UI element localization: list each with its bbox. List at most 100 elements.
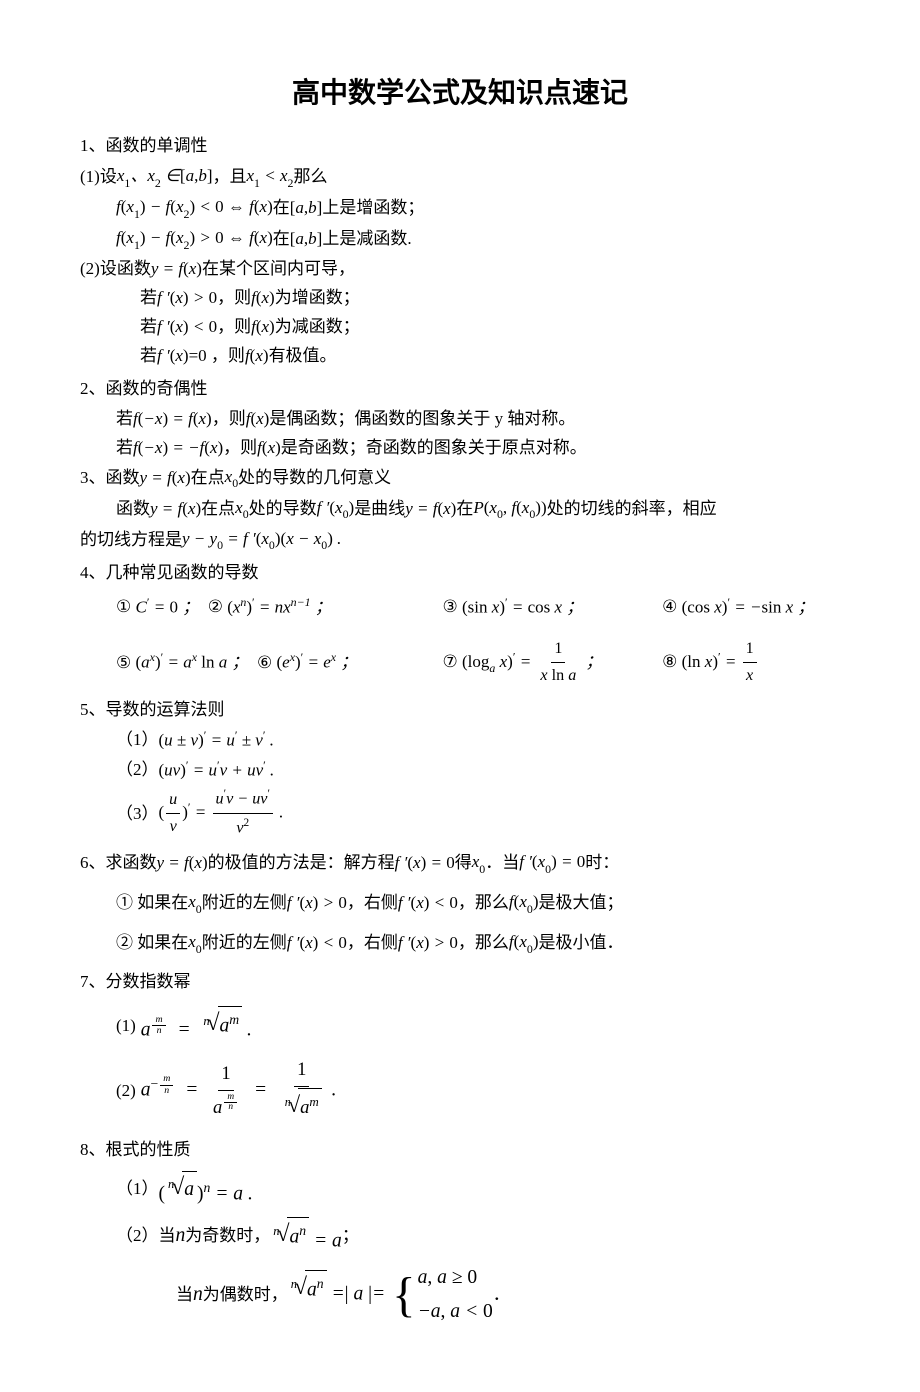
math: (uv)′ = u′v − uv′v2 . <box>159 785 284 842</box>
math: n <box>176 1220 186 1252</box>
s1-p2c: 若 f ′(x) =0 ，则 f(x) 有极值。 <box>80 342 840 370</box>
math: x0 <box>472 848 486 878</box>
math: f(x) <box>251 313 275 341</box>
text: (2)设函数 <box>80 255 151 283</box>
math: (uv)′ = u′v + uv′ . <box>159 756 275 785</box>
section-2-head: 2、函数的奇偶性 <box>80 375 840 403</box>
s1-l1b: f(x1) − f(x2) > 0 ⇔ f(x) 在 [a,b] 上是减函数. <box>80 224 840 254</box>
text: 当 <box>176 1281 193 1309</box>
math: f ′(x) > 0 <box>287 889 347 917</box>
s1-p1: (1)设 x1、x2 ∈[a,b] ，且 x1 < x2 那么 <box>80 162 840 192</box>
s7-r1: (1) amn = n√am . <box>80 1004 840 1047</box>
math: x1 < x2 <box>246 162 293 192</box>
text: 的切线方程是 <box>80 526 182 554</box>
math: f(x) <box>257 434 281 462</box>
text: 若 <box>140 342 157 370</box>
text: ① 如果在 <box>116 889 188 917</box>
math: y = f(x) <box>140 464 191 492</box>
text: ． <box>493 1281 510 1309</box>
s1-p2: (2)设函数 y = f(x) 在某个区间内可导， <box>80 255 840 283</box>
math: n√an = a <box>270 1215 342 1258</box>
deriv-4: ④ (cos x)′ = −sin x ； <box>662 593 840 622</box>
text: ，右侧 <box>347 929 398 957</box>
s8-r2b: 当 n 为偶数时， n√an =| a |= { a, a ≥ 0 −a, a … <box>80 1262 840 1329</box>
text: 上是减函数. <box>322 225 411 253</box>
math: f(x) <box>246 405 270 433</box>
text: 若 <box>116 434 133 462</box>
s1-p2a: 若 f ′(x) > 0 ，则 f(x) 为增函数； <box>80 284 840 312</box>
text: 处的切线的斜率，相应 <box>547 495 717 523</box>
text: 在 <box>273 194 290 222</box>
math: f ′(x) <box>157 342 189 370</box>
math: f(x) <box>245 342 269 370</box>
text: 在 <box>456 495 473 523</box>
text: 处的导数 <box>249 495 317 523</box>
math: n√an =| a |= { a, a ≥ 0 −a, a < 0 <box>288 1262 493 1329</box>
section-1-head: 1、函数的单调性 <box>80 132 840 160</box>
s6-c1: ① 如果在 x0 附近的左侧 f ′(x) > 0 ，右侧 f ′(x) < 0… <box>80 888 840 918</box>
text: 若 <box>116 405 133 433</box>
math: x1、x2 ∈[a,b] <box>117 162 213 192</box>
text: 上是增函数； <box>322 194 424 222</box>
text: 在 <box>273 225 290 253</box>
math: x0 <box>225 463 239 493</box>
text: 附近的左侧 <box>202 889 287 917</box>
math: f(x0) <box>509 888 539 918</box>
math: y = f(x) <box>405 495 456 523</box>
text: 在某个区间内可导， <box>202 255 355 283</box>
deriv-3: ③ (sin x)′ = cos x ； <box>443 593 629 622</box>
math: f(−x) = f(x) <box>133 405 212 433</box>
math: x0 <box>188 928 202 958</box>
s1-l1a: f(x1) − f(x2) < 0 ⇔ f(x) 在 [a,b] 上是增函数； <box>80 193 840 223</box>
s7-r2: (2) a−mn = 1amn = 1n√am . <box>80 1055 840 1127</box>
s2-p2: 若 f(−x) = −f(x) ，则 f(x) 是奇函数；奇函数的图象关于原点对… <box>80 434 840 462</box>
deriv-7: ⑦ (loga x)′ = 1x ln a ； <box>443 636 629 690</box>
text: 是偶函数；偶函数的图象关于 y 轴对称。 <box>269 405 575 433</box>
math: f(x1) − f(x2) < 0 ⇔ f(x) <box>116 193 273 223</box>
s5-r1: （1） (u ± v)′ = u′ ± v′ . <box>80 726 840 755</box>
math: y = f(x) <box>157 849 208 877</box>
text: 函数 <box>116 495 150 523</box>
section-4-head: 4、几种常见函数的导数 <box>80 559 840 587</box>
text: ，那么 <box>458 929 509 957</box>
math: a−mn = 1amn = 1n√am . <box>136 1055 337 1127</box>
text: 3、函数 <box>80 464 140 492</box>
text: 6、求函数 <box>80 849 157 877</box>
text: 若 <box>140 313 157 341</box>
text: 处的导数的几何意义 <box>238 464 391 492</box>
math: f ′(x) > 0 <box>398 929 458 957</box>
text: 的极值的方法是：解方程 <box>208 849 395 877</box>
s8-r1: （1） (n√a)n = a . <box>80 1168 840 1211</box>
s2-p1: 若 f(−x) = f(x) ，则 f(x) 是偶函数；偶函数的图象关于 y 轴… <box>80 405 840 433</box>
s5-r3: （3） (uv)′ = u′v − uv′v2 . <box>80 785 840 842</box>
math: f ′(x) = 0 <box>395 849 455 877</box>
text: 是极小值． <box>538 929 623 957</box>
text: 有极值。 <box>269 342 337 370</box>
text: （1） <box>116 1175 159 1203</box>
page-title: 高中数学公式及知识点速记 <box>80 70 840 116</box>
text: (1)设 <box>80 163 117 191</box>
text: （2）当 <box>116 1222 176 1250</box>
text: ② 如果在 <box>116 929 188 957</box>
s6-c2: ② 如果在 x0 附近的左侧 f ′(x) < 0 ，右侧 f ′(x) > 0… <box>80 928 840 958</box>
math: x0 <box>235 494 249 524</box>
math: (u ± v)′ = u′ ± v′ . <box>159 726 274 755</box>
text: 得 <box>455 849 472 877</box>
math: f ′(x0) = 0 <box>519 848 585 878</box>
section-8-head: 8、根式的性质 <box>80 1136 840 1164</box>
section-7-head: 7、分数指数幂 <box>80 968 840 996</box>
s1-p2b: 若 f ′(x) < 0 ，则 f(x) 为减函数； <box>80 313 840 341</box>
math: y = f(x) <box>150 495 201 523</box>
math: f(x1) − f(x2) > 0 ⇔ f(x) <box>116 224 273 254</box>
text: ，那么 <box>458 889 509 917</box>
text: 是极大值； <box>538 889 623 917</box>
math: f ′(x) < 0 <box>287 929 347 957</box>
text: ，且 <box>212 163 246 191</box>
s3-body2: 的切线方程是 y − y0 = f ′(x0)(x − x0) . <box>80 525 840 555</box>
section-6-head: 6、求函数 y = f(x) 的极值的方法是：解方程 f ′(x) = 0 得 … <box>80 848 840 878</box>
text: 在点 <box>201 495 235 523</box>
s3-body: 函数 y = f(x) 在点 x0 处的导数 f ′(x0) 是曲线 y = f… <box>80 494 840 524</box>
text: 时： <box>585 849 619 877</box>
s5-r2: （2） (uv)′ = u′v + uv′ . <box>80 756 840 785</box>
math: y − y0 = f ′(x0)(x − x0) . <box>182 525 341 555</box>
